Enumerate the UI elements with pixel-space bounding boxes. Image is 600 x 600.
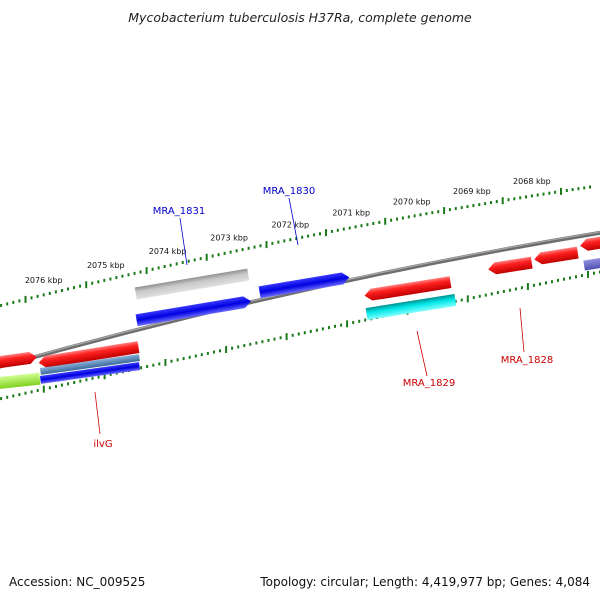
genome-backbone (0, 230, 600, 369)
leader-mra-1829 (416, 330, 428, 377)
scale-label-2069: 2069 kbp (453, 187, 491, 196)
scale-label-2068: 2068 kbp (513, 177, 551, 186)
gene-mra-1831-cds (135, 296, 252, 327)
accession-text: Accession: NC_009525 (9, 575, 146, 589)
map-title: Mycobacterium tuberculosis H37Ra, comple… (128, 10, 472, 25)
gene-edge-cds-right (583, 257, 600, 271)
gene-ilvg-cds-upper (39, 354, 140, 375)
gene-mra-1828-feature-b (534, 246, 579, 265)
scale-label-2071: 2071 kbp (332, 209, 370, 218)
gene-mra-1828-feature-a (488, 256, 533, 275)
leader-mra-1830 (288, 197, 299, 246)
gene-label-mra-1830[interactable]: MRA_1830 (263, 186, 315, 197)
gene-label-mra-1829[interactable]: MRA_1829 (403, 378, 455, 389)
topology-summary: Topology: circular; Length: 4,419,977 bp… (260, 575, 590, 589)
scale-label-2072: 2072 kbp (271, 221, 309, 230)
scale-label-2073: 2073 kbp (210, 233, 248, 242)
leader-mra-1831 (179, 217, 188, 266)
gene-mra-1829-feature (364, 276, 452, 301)
outer-scale-ticks (0, 185, 591, 307)
scale-label-2076: 2076 kbp (25, 276, 63, 285)
scale-label-2075: 2075 kbp (87, 261, 125, 270)
gene-label-mra-1831[interactable]: MRA_1831 (153, 206, 205, 217)
gene-label-ilvg[interactable]: ilvG (93, 439, 112, 450)
gene-mra-1830-feature (258, 272, 350, 299)
gene-left-edge-feature (0, 351, 37, 369)
gene-mra-1831-feature (134, 268, 250, 300)
gene-ilvg-feature (38, 341, 140, 368)
scale-tick-labels: 2068 kbp 2069 kbp 2070 kbp 2071 kbp 2072 kbp… (25, 177, 551, 285)
scale-label-2074: 2074 kbp (149, 247, 187, 256)
gene-left-edge-cds (0, 372, 41, 390)
leader-ilvg (94, 391, 101, 435)
leader-mra-1828 (519, 307, 525, 353)
gene-mra-1829-cds (365, 294, 457, 320)
gene-edge-feature-right (580, 236, 600, 251)
gene-label-mra-1828[interactable]: MRA_1828 (501, 355, 553, 366)
scale-label-2070: 2070 kbp (393, 197, 431, 206)
gene-ilvg-cds-lower (39, 362, 141, 384)
